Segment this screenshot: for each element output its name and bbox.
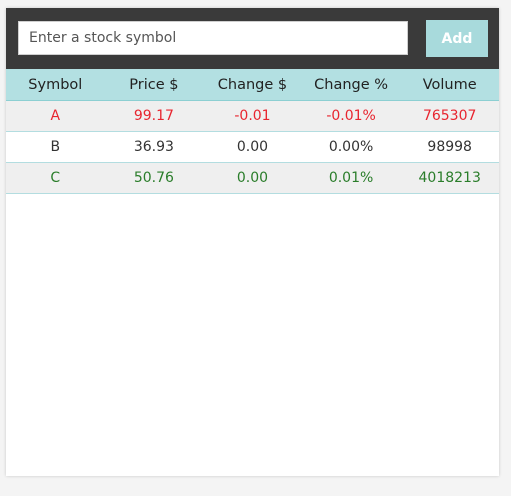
stock-symbol-input[interactable] <box>18 21 408 55</box>
cell-change: 0.00 <box>203 131 302 163</box>
cell-price: 50.76 <box>104 162 204 194</box>
column-header-volume[interactable]: Volume <box>400 69 499 101</box>
cell-price: 99.17 <box>104 100 204 132</box>
cell-change: -0.01 <box>203 100 302 132</box>
table-row[interactable]: B 36.93 0.00 0.00% 98998 <box>6 131 499 163</box>
cell-change-percent: 0.01% <box>301 162 401 194</box>
stock-tracker-card: Add Symbol Price $ Change $ Change % Vol… <box>6 8 499 476</box>
cell-price: 36.93 <box>104 131 204 163</box>
toolbar: Add <box>6 8 499 69</box>
stock-table: Symbol Price $ Change $ Change % Volume … <box>6 69 499 194</box>
cell-volume: 98998 <box>400 131 499 163</box>
table-row[interactable]: A 99.17 -0.01 -0.01% 765307 <box>6 100 499 132</box>
column-header-change[interactable]: Change $ <box>203 69 302 101</box>
cell-symbol: C <box>6 162 105 194</box>
table-header-row: Symbol Price $ Change $ Change % Volume <box>6 69 499 101</box>
table-row[interactable]: C 50.76 0.00 0.01% 4018213 <box>6 162 499 194</box>
cell-symbol: B <box>6 131 105 163</box>
cell-change-percent: -0.01% <box>301 100 401 132</box>
add-button[interactable]: Add <box>426 20 488 57</box>
cell-symbol: A <box>6 100 105 132</box>
column-header-price[interactable]: Price $ <box>104 69 204 101</box>
column-header-symbol[interactable]: Symbol <box>6 69 105 101</box>
cell-change-percent: 0.00% <box>301 131 401 163</box>
column-header-change-percent[interactable]: Change % <box>301 69 401 101</box>
cell-volume: 765307 <box>400 100 499 132</box>
cell-volume: 4018213 <box>400 162 499 194</box>
cell-change: 0.00 <box>203 162 302 194</box>
